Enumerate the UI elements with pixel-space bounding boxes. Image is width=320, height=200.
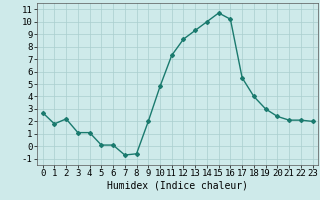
X-axis label: Humidex (Indice chaleur): Humidex (Indice chaleur)	[107, 181, 248, 191]
